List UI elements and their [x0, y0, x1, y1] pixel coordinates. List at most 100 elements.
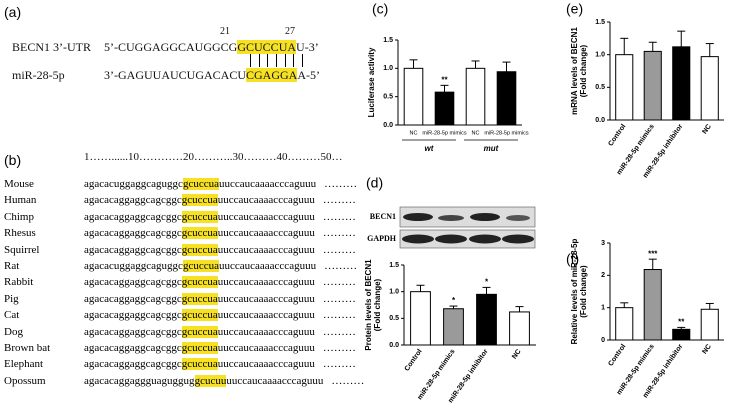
seq: U-3’ [296, 40, 319, 54]
blot-label: BECN1 [370, 212, 396, 221]
species-name: Rabbit [4, 276, 34, 289]
seq: uuccaucaaaacccaguuu [217, 309, 315, 322]
seq: A-5’ [297, 68, 321, 82]
sequence: agacacaggaggcagcggcgcuccuauuccaucaaaaccc… [84, 325, 356, 338]
pair-line [250, 54, 252, 67]
y-tick-label: 0.0 [383, 122, 393, 129]
sequence: agacacaggaggcagcggcgcuccuauuccaucaaaaccc… [84, 243, 356, 256]
significance: * [452, 296, 456, 305]
position: 27 [285, 26, 295, 37]
seed-site: gcuccua [181, 358, 218, 371]
pair-line [293, 54, 295, 67]
species-name: Pig [4, 292, 19, 305]
x-tick-label: NC [701, 123, 713, 135]
seq-name: miR-28-5p [12, 68, 65, 82]
x-tick-label: NC [701, 343, 713, 355]
seq-tail: ……… [322, 292, 356, 305]
sequence: agacacuggaggcaguggcgcuccuauuccaucaaaaccc… [84, 178, 357, 190]
pair-line [267, 54, 269, 67]
y-tick-label: 0.0 [595, 117, 605, 124]
bar [476, 293, 497, 346]
panel-label: (f) [566, 251, 579, 267]
alignment-row: Mouse agacacuggaggcaguggcgcuccuauuccaucaa… [4, 178, 357, 190]
significance: ** [441, 75, 448, 84]
x-tick-label: miR-28-5p mimics [417, 348, 457, 401]
seq-tail: ……… [322, 227, 356, 240]
species-name: Opossum [4, 374, 46, 387]
group-label: mut [484, 144, 499, 153]
blot-label: GAPDH [367, 234, 397, 243]
y-tick-label: 0.5 [595, 84, 605, 91]
species-name: Squirrel [4, 243, 40, 256]
error-bar [409, 59, 418, 69]
alignment-row: Rhesus agacacaggaggcagcggcgcuccuauuccauca… [4, 227, 356, 240]
alignment-row: Rat agacacuggaggcaguggcgcuccuauuccaucaaaa… [4, 260, 357, 272]
y-axis-label: mRNA levels of BECN1 [570, 27, 579, 115]
alignment-row: Brown bat agacacaggaggcagcggcgcuccuauucca… [4, 342, 356, 354]
seq: agacacaggaggcagcggc [84, 292, 182, 305]
bar [643, 50, 662, 121]
error-bar [705, 43, 714, 57]
utr-row: BECN1 3’-UTR 5’-CUGGAGGCAUGGCGGCUCCUAU-3’ [12, 40, 319, 55]
y-tick-label: 2 [601, 272, 605, 279]
alignment-row: Human agacacaggaggcagcggcgcuccuauuccaucaa… [4, 194, 356, 207]
seed-site: gcucuu [194, 374, 227, 387]
group-label: wt [425, 144, 434, 153]
seed-site: CGAGGA [246, 68, 298, 82]
error-bar [471, 60, 480, 69]
seq: agacacaggaggcagcggc [84, 194, 182, 207]
x-tick-label: Control [404, 348, 424, 372]
seq: 3’-GAGUUAUCUGACACU [104, 68, 246, 82]
seq: uuccaucaaaacccaguuu [217, 292, 315, 305]
band [506, 215, 530, 221]
seq-tail: ……… [322, 210, 356, 223]
error-bar [677, 326, 686, 330]
seq: agacacaggaggcagcggc [84, 309, 182, 322]
seq: agacacaggaggcagcggc [84, 276, 182, 289]
band [469, 234, 501, 244]
seq: agacacaggaggguaguggug [84, 374, 195, 387]
bar [615, 307, 634, 341]
species-name: Rat [4, 260, 20, 272]
error-bar [449, 305, 458, 309]
pair-line [275, 54, 277, 67]
error-bar [648, 41, 657, 52]
species-name: Mouse [4, 178, 34, 190]
seq: uuccaucaaaacccaguuu [218, 260, 317, 272]
seq: agacacuggaggcaguggc [84, 260, 183, 272]
seq: agacacaggaggcagcggc [84, 325, 182, 338]
seed-site: GCUCCUA [237, 40, 297, 54]
position: 21 [220, 26, 230, 37]
species-name: Human [4, 194, 37, 207]
band [402, 234, 434, 244]
alignment-row: Dog agacacaggaggcagcggcgcuccuauuccaucaaaa… [4, 325, 356, 338]
ruler: 1……......10…………20………..30………40………50… [84, 151, 343, 163]
seq: uuccaucaaaacccaguuu [226, 374, 324, 387]
y-tick-label: 1.0 [595, 52, 605, 59]
seed-site: gcuccua [181, 210, 218, 223]
pair-line [284, 54, 286, 67]
panel-label: (e) [566, 1, 583, 17]
sequence: agacacaggaggcagcggcgcuccuauuccaucaaaaccc… [84, 309, 356, 322]
sequence: agacacaggaggcagcggcgcuccuauuccaucaaaaccc… [84, 210, 356, 223]
mirna-row: miR-28-5p 3’-GAGUUAUCUGACACUCGAGGAA-5’ [12, 68, 320, 83]
y-tick-label: 0.0 [389, 342, 399, 349]
species-name: Cat [4, 309, 20, 322]
y-tick-label: 0 [601, 337, 605, 344]
error-bar [648, 258, 657, 270]
seq: agacacaggaggcagcggc [84, 342, 182, 354]
bar [410, 291, 431, 346]
x-tick-label: miR-28-5p mimics [484, 130, 529, 136]
y-axis-label: Luciferase activity [367, 47, 376, 117]
sequence: agacacuggaggcaguggcgcuccuauuccaucaaaaccc… [84, 260, 357, 272]
panel-label: (c) [372, 1, 388, 17]
x-tick-label: miR-28-5p inhibitor [447, 348, 489, 404]
alignment-row: Opossum agacacaggaggguagugguggcucuuuuccau… [4, 374, 364, 387]
y-axis-label: (Fold change) [579, 44, 588, 97]
bar [403, 67, 424, 126]
seq-tail: ……… [322, 309, 356, 322]
sequence: agacacaggaggcagcggcgcuccuauuccaucaaaaccc… [84, 227, 356, 240]
x-tick-label: Control [607, 123, 627, 147]
bar [672, 328, 691, 341]
